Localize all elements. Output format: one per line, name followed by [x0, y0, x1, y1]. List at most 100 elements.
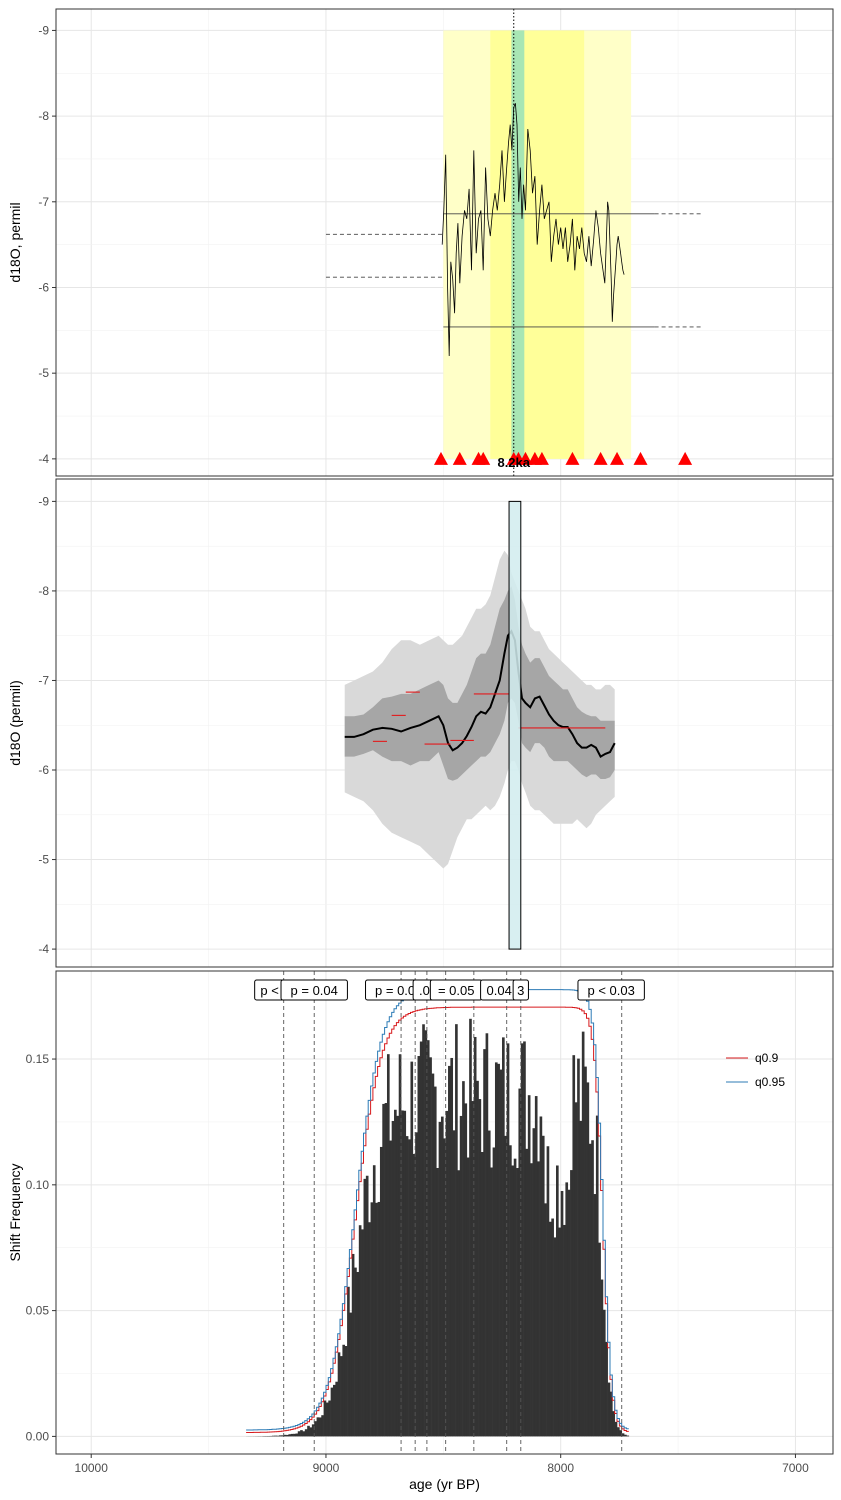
histogram-bar: [412, 1153, 416, 1437]
top-markers: [433, 451, 693, 465]
histogram-bar: [438, 1121, 442, 1437]
histogram-bar: [283, 1434, 287, 1437]
marker-triangle: [633, 451, 648, 465]
top-y-axis-title: d18O, permil: [7, 202, 23, 282]
top-panel-border: [55, 8, 834, 477]
histogram-bar: [518, 1088, 522, 1437]
histogram-bar: [600, 1279, 604, 1437]
histogram-bar: [581, 1031, 585, 1437]
histogram-bar: [605, 1341, 608, 1437]
middle-inner-band: [344, 586, 615, 781]
histogram-bar: [295, 1433, 299, 1437]
histogram-bar: [398, 1054, 402, 1437]
y-tick-label: 0.00: [26, 1429, 50, 1443]
histogram-bar: [504, 1135, 508, 1437]
y-tick-label: 0.10: [26, 1178, 50, 1192]
top-d18o-series-line: [441, 103, 625, 357]
histogram-bar: [321, 1415, 324, 1437]
histogram-bar: [365, 1175, 369, 1437]
y-tick-label: -6: [38, 280, 49, 294]
histogram-bar: [323, 1400, 327, 1437]
marker-triangle: [593, 451, 608, 465]
histogram-bar: [363, 1178, 367, 1437]
histogram-bar: [520, 1043, 524, 1437]
histogram-bar: [579, 1120, 583, 1437]
histogram-bar: [340, 1356, 343, 1437]
histogram-bar: [335, 1381, 338, 1437]
histogram-bar: [455, 1024, 458, 1437]
p-value-label: p = 0.09: [375, 983, 422, 998]
histogram-bar: [563, 1224, 566, 1437]
histogram-bar: [314, 1421, 317, 1437]
histogram-bar: [548, 1221, 552, 1437]
histogram-bar: [408, 1139, 411, 1437]
y-tick-label: -7: [38, 673, 49, 687]
histogram-bar: [494, 1062, 498, 1437]
x-tick-label: 7000: [782, 1461, 809, 1475]
histogram-bar: [483, 1049, 486, 1437]
histogram-bar: [368, 1222, 371, 1437]
histogram-bar: [595, 1115, 599, 1437]
bottom-p-value-labels: p < p = 0.04 p = 0.09.07 = 0.05 0.04 3 p < 0.0…: [254, 979, 645, 1001]
middle-mean-line: [344, 629, 616, 758]
histogram-bar: [473, 1036, 477, 1437]
histogram-bar: [525, 1148, 529, 1437]
marker-triangle: [534, 451, 549, 465]
histogram-bar: [509, 1145, 512, 1437]
middle-y-ticks: -9 -8 -7 -6 -5 -4: [38, 494, 56, 956]
p-value-label-box: [577, 979, 645, 1001]
top-reference-lines: [325, 213, 702, 328]
histogram-bar: [617, 1427, 620, 1437]
histogram-bar: [375, 1202, 378, 1437]
histogram-bar: [497, 1063, 500, 1437]
histogram-bar: [452, 1130, 456, 1437]
histogram-bar: [300, 1430, 303, 1437]
histogram-bar: [544, 1203, 547, 1437]
p-value-label-box: [512, 979, 529, 1001]
histogram-bar: [450, 1057, 454, 1437]
x-tick-label: 8000: [547, 1461, 574, 1475]
histogram-bar: [356, 1271, 360, 1437]
histogram-bar: [382, 1103, 385, 1437]
marker-triangle: [610, 451, 625, 465]
histogram-bar: [574, 1102, 578, 1437]
histogram-bar: [541, 1135, 545, 1437]
bottom-y-axis-title: Shift Frequency: [7, 1163, 23, 1261]
histogram-bar: [440, 1116, 444, 1437]
histogram-bar: [354, 1267, 357, 1437]
middle-event-box: [508, 500, 522, 950]
histogram-bar: [318, 1417, 322, 1437]
histogram-bar: [560, 1190, 564, 1437]
histogram-bar: [476, 1080, 479, 1437]
histogram-bar: [377, 1201, 381, 1437]
histogram-bar: [558, 1227, 561, 1437]
x-axis-title: age (yr BP): [409, 1476, 480, 1492]
histogram-bar: [612, 1411, 615, 1437]
histogram-bar: [415, 1132, 418, 1437]
top-highlight-bands: [443, 30, 632, 459]
p-value-label-box: [280, 979, 348, 1001]
y-tick-label: -8: [38, 584, 49, 598]
histogram-bar: [511, 1165, 515, 1437]
histogram-bar: [410, 1061, 414, 1437]
middle-y-axis-title: d18O (permil): [7, 680, 23, 766]
p-value-label: p < 0.03: [587, 983, 634, 998]
histogram-bar: [417, 1056, 421, 1437]
histogram-bar: [316, 1417, 320, 1437]
histogram-bar: [403, 1110, 407, 1437]
bottom-x-ticks: 10000 9000 8000 7000: [75, 1454, 809, 1475]
legend-label: q0.9: [755, 1051, 779, 1065]
histogram-bar: [279, 1435, 282, 1437]
histogram-bar: [492, 1147, 496, 1437]
histogram-bar: [426, 1040, 430, 1437]
y-tick-label: 0.05: [26, 1304, 50, 1318]
histogram-bar: [607, 1382, 611, 1437]
histogram-bar: [431, 1073, 435, 1437]
histogram-bar: [532, 1128, 536, 1437]
y-tick-label: -9: [38, 23, 49, 37]
top-y-ticks: -9 -8 -7 -6 -5 -4: [38, 23, 56, 466]
marker-triangle: [678, 451, 693, 465]
bottom-panel-border: [55, 970, 834, 1455]
marker-triangle: [476, 451, 491, 465]
q0.9-step-line: [246, 1006, 629, 1433]
